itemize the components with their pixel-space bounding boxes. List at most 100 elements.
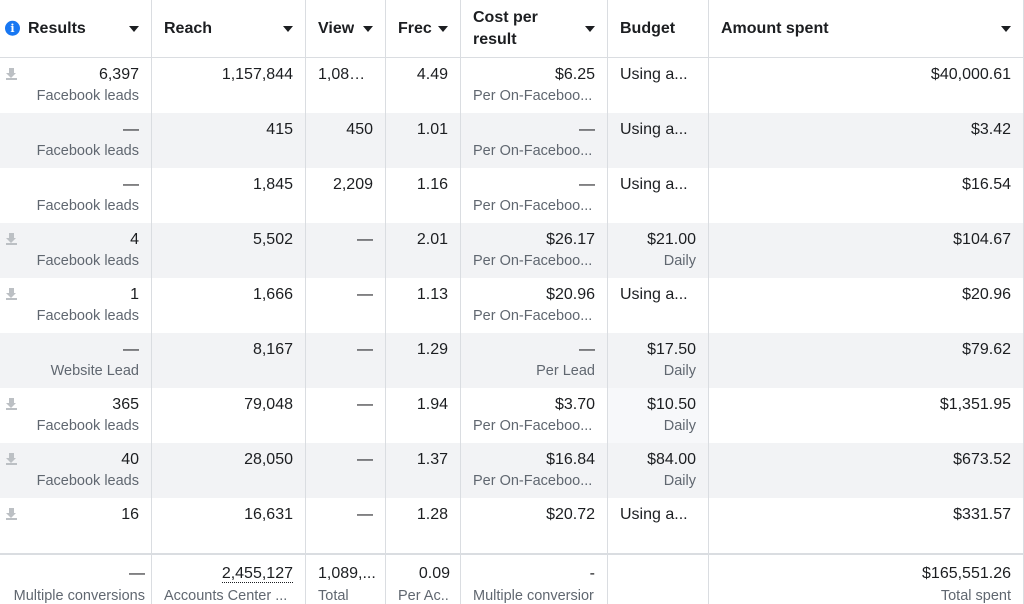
total-cost-per-result-value: -	[473, 563, 595, 585]
cost-value: —	[579, 176, 595, 193]
cost-type: Per On-Faceboo...	[473, 198, 593, 214]
result-count: —	[123, 121, 139, 138]
frequency-value: 4.49	[416, 66, 448, 83]
header-views[interactable]: View	[306, 0, 386, 58]
cell-budget[interactable]: Using a...	[608, 113, 709, 168]
cell-budget[interactable]: Using a...	[608, 278, 709, 333]
cell-budget[interactable]: Using a...	[608, 58, 709, 113]
budget-value: $10.50	[647, 396, 696, 413]
cell-budget[interactable]: Using a...	[608, 168, 709, 223]
result-count: 6,397	[98, 66, 139, 83]
cell-reach: 1,845	[152, 168, 306, 223]
total-frequency: 0.09 Per Ac...	[386, 553, 461, 604]
budget-value: Using a...	[620, 506, 688, 523]
cell-frequency: 1.13	[386, 278, 461, 333]
total-cost-per-result-label: Multiple conversior	[473, 588, 594, 604]
cell-results: 40 Facebook leads	[0, 443, 152, 498]
views-value: 1,081,...	[318, 66, 373, 83]
frequency-value: 1.28	[416, 506, 448, 523]
views-value: —	[357, 451, 373, 468]
budget-value: Using a...	[620, 176, 688, 193]
budget-value: Using a...	[620, 121, 688, 138]
header-frequency[interactable]: Frec	[386, 0, 461, 58]
download-icon[interactable]	[6, 508, 17, 520]
download-icon[interactable]	[6, 233, 17, 245]
cell-amount-spent: $20.96	[709, 278, 1024, 333]
spent-value: $40,000.61	[930, 66, 1011, 83]
cost-value: $6.25	[554, 66, 595, 83]
cell-budget[interactable]: $84.00 Daily	[608, 443, 709, 498]
chevron-down-icon[interactable]	[129, 25, 139, 32]
cell-cost-per-result: $3.70 Per On-Faceboo...	[461, 388, 608, 443]
cost-value: $26.17	[546, 231, 595, 248]
header-cost-per-result[interactable]: Cost per result	[461, 0, 608, 58]
cost-type: Per Lead	[536, 363, 595, 379]
download-icon[interactable]	[6, 453, 17, 465]
result-type: Facebook leads	[36, 88, 139, 104]
reach-value: 1,845	[252, 176, 293, 193]
chevron-down-icon[interactable]	[438, 25, 448, 32]
cell-amount-spent: $673.52	[709, 443, 1024, 498]
cell-reach: 28,050	[152, 443, 306, 498]
cell-budget[interactable]: $10.50 Daily	[608, 388, 709, 443]
cell-results: — Facebook leads	[0, 113, 152, 168]
cost-value: $3.70	[554, 396, 595, 413]
cell-reach: 16,631	[152, 498, 306, 553]
cell-frequency: 1.29	[386, 333, 461, 388]
cost-value: —	[579, 121, 595, 138]
cell-views: —	[306, 388, 386, 443]
total-frequency-label: Per Ac...	[398, 588, 450, 604]
reach-value: 415	[266, 121, 293, 138]
cell-views: —	[306, 443, 386, 498]
header-budget[interactable]: Budget	[608, 0, 709, 58]
cell-frequency: 1.94	[386, 388, 461, 443]
total-amount-spent-value: $165,551.26	[715, 563, 1011, 585]
chevron-down-icon[interactable]	[1001, 25, 1011, 32]
cell-amount-spent: $104.67	[709, 223, 1024, 278]
cell-budget[interactable]: $21.00 Daily	[608, 223, 709, 278]
views-value: —	[357, 396, 373, 413]
total-reach-label: Accounts Center ...	[164, 588, 288, 604]
cell-amount-spent: $79.62	[709, 333, 1024, 388]
result-count: 16	[121, 506, 139, 523]
cell-budget[interactable]: $17.50 Daily	[608, 333, 709, 388]
header-budget-label: Budget	[620, 19, 676, 37]
result-count: 4	[130, 231, 139, 248]
chevron-down-icon[interactable]	[283, 25, 293, 32]
header-results[interactable]: i Results	[0, 0, 152, 58]
cell-views: 2,209	[306, 168, 386, 223]
download-icon[interactable]	[6, 288, 17, 300]
download-icon[interactable]	[6, 68, 17, 80]
total-amount-spent: $165,551.26 Total spent	[709, 553, 1024, 604]
cell-reach: 8,167	[152, 333, 306, 388]
frequency-value: 1.37	[416, 451, 448, 468]
cell-results: — Website Lead	[0, 333, 152, 388]
header-frequency-label: Frec	[398, 19, 432, 37]
spent-value: $3.42	[970, 121, 1011, 138]
chevron-down-icon[interactable]	[585, 25, 595, 32]
spent-value: $20.96	[962, 286, 1011, 303]
cell-reach: 1,666	[152, 278, 306, 333]
total-budget	[608, 553, 709, 604]
header-reach[interactable]: Reach	[152, 0, 306, 58]
budget-value: Using a...	[620, 286, 688, 303]
result-count: 365	[112, 396, 139, 413]
result-type: Facebook leads	[36, 143, 139, 159]
cell-reach: 5,502	[152, 223, 306, 278]
spent-value: $104.67	[953, 231, 1011, 248]
download-icon[interactable]	[6, 398, 17, 410]
cell-budget[interactable]: Using a...	[608, 498, 709, 553]
cost-type: Per On-Faceboo...	[473, 418, 593, 434]
cell-frequency: 1.37	[386, 443, 461, 498]
cell-amount-spent: $1,351.95	[709, 388, 1024, 443]
total-reach-number[interactable]: 2,455,127	[221, 565, 293, 583]
frequency-value: 1.13	[416, 286, 448, 303]
views-value: —	[357, 286, 373, 303]
budget-type: Daily	[663, 253, 696, 269]
total-results-value: —	[4, 563, 145, 585]
header-amount-spent[interactable]: Amount spent	[709, 0, 1024, 58]
cell-results: 1 Facebook leads	[0, 278, 152, 333]
info-icon[interactable]: i	[5, 20, 20, 36]
chevron-down-icon[interactable]	[363, 25, 373, 32]
